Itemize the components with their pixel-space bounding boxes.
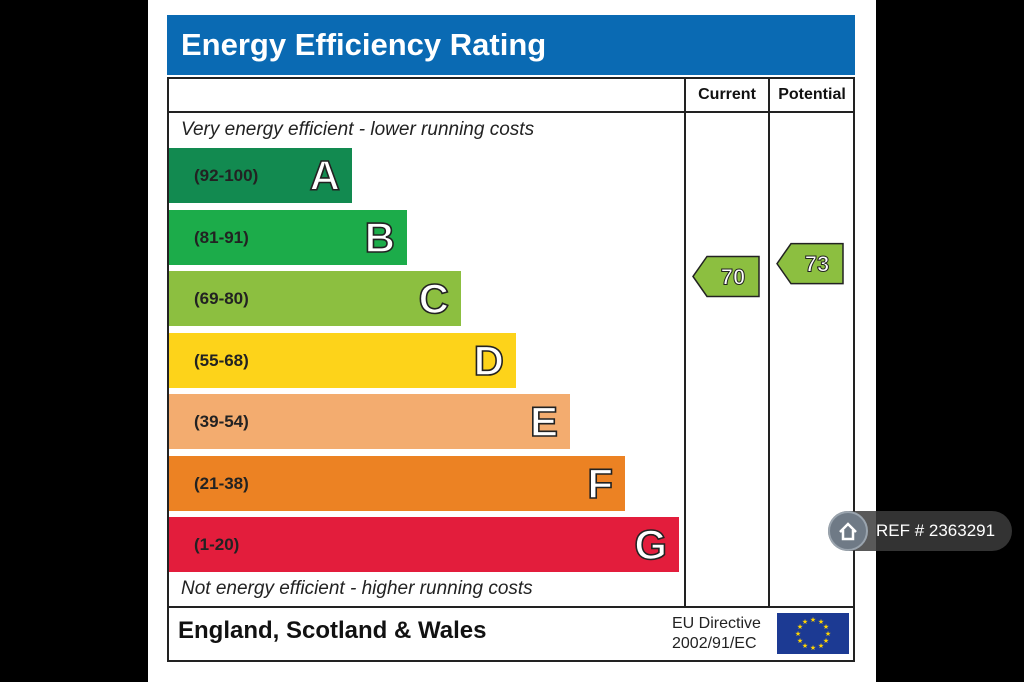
bottom-caption: Not energy efficient - higher running co… bbox=[181, 578, 533, 599]
svg-text:★: ★ bbox=[795, 630, 801, 638]
band-range-c: (69-80) bbox=[194, 289, 249, 308]
svg-text:★: ★ bbox=[823, 637, 829, 645]
band-letter-f: F bbox=[587, 459, 614, 508]
band-range-d: (55-68) bbox=[194, 351, 249, 370]
svg-text:★: ★ bbox=[797, 637, 803, 645]
band-range-g: (1-20) bbox=[194, 535, 240, 554]
current-column-header: Current bbox=[698, 86, 756, 103]
chart-title: Energy Efficiency Rating bbox=[167, 15, 855, 75]
svg-text:★: ★ bbox=[818, 618, 824, 626]
svg-text:★: ★ bbox=[823, 623, 829, 631]
svg-text:★: ★ bbox=[810, 616, 816, 624]
band-a bbox=[169, 148, 352, 203]
band-range-b: (81-91) bbox=[194, 228, 249, 247]
region-label: England, Scotland & Wales bbox=[178, 617, 487, 644]
band-letter-g: G bbox=[634, 520, 668, 569]
band-range-e: (39-54) bbox=[194, 412, 249, 431]
chart-frame bbox=[167, 77, 855, 608]
band-f bbox=[169, 456, 625, 511]
band-b bbox=[169, 210, 407, 265]
svg-text:★: ★ bbox=[825, 630, 831, 638]
band-letter-d: D bbox=[473, 336, 505, 385]
band-range-a: (92-100) bbox=[194, 166, 259, 185]
band-letter-c: C bbox=[418, 274, 450, 323]
svg-text:★: ★ bbox=[802, 642, 808, 650]
band-e bbox=[169, 394, 570, 449]
eu-directive-label: EU Directive bbox=[672, 615, 761, 632]
potential-column-divider bbox=[768, 77, 770, 608]
ref-badge: REF # 2363291 bbox=[828, 511, 1012, 551]
header-divider bbox=[167, 111, 855, 113]
band-c bbox=[169, 271, 461, 326]
potential-column-header: Potential bbox=[778, 86, 846, 103]
top-caption: Very energy efficient - lower running co… bbox=[181, 119, 535, 140]
svg-text:★: ★ bbox=[797, 623, 803, 631]
home-icon bbox=[828, 511, 868, 551]
svg-text:★: ★ bbox=[818, 642, 824, 650]
eu-directive-number: 2002/91/EC bbox=[672, 635, 757, 652]
band-letter-a: A bbox=[309, 151, 341, 200]
current-column-divider bbox=[684, 77, 686, 608]
svg-text:★: ★ bbox=[802, 618, 808, 626]
eu-flag-icon: ★ ★ ★ ★ ★ ★ ★ ★ ★ ★ ★ ★ bbox=[777, 613, 849, 654]
band-g bbox=[169, 517, 679, 572]
ref-label: REF # 2363291 bbox=[876, 521, 996, 540]
band-letter-e: E bbox=[529, 397, 559, 446]
band-range-f: (21-38) bbox=[194, 474, 249, 493]
footer bbox=[167, 606, 855, 662]
band-letter-b: B bbox=[364, 213, 396, 262]
band-d bbox=[169, 333, 516, 388]
svg-text:★: ★ bbox=[810, 644, 816, 652]
